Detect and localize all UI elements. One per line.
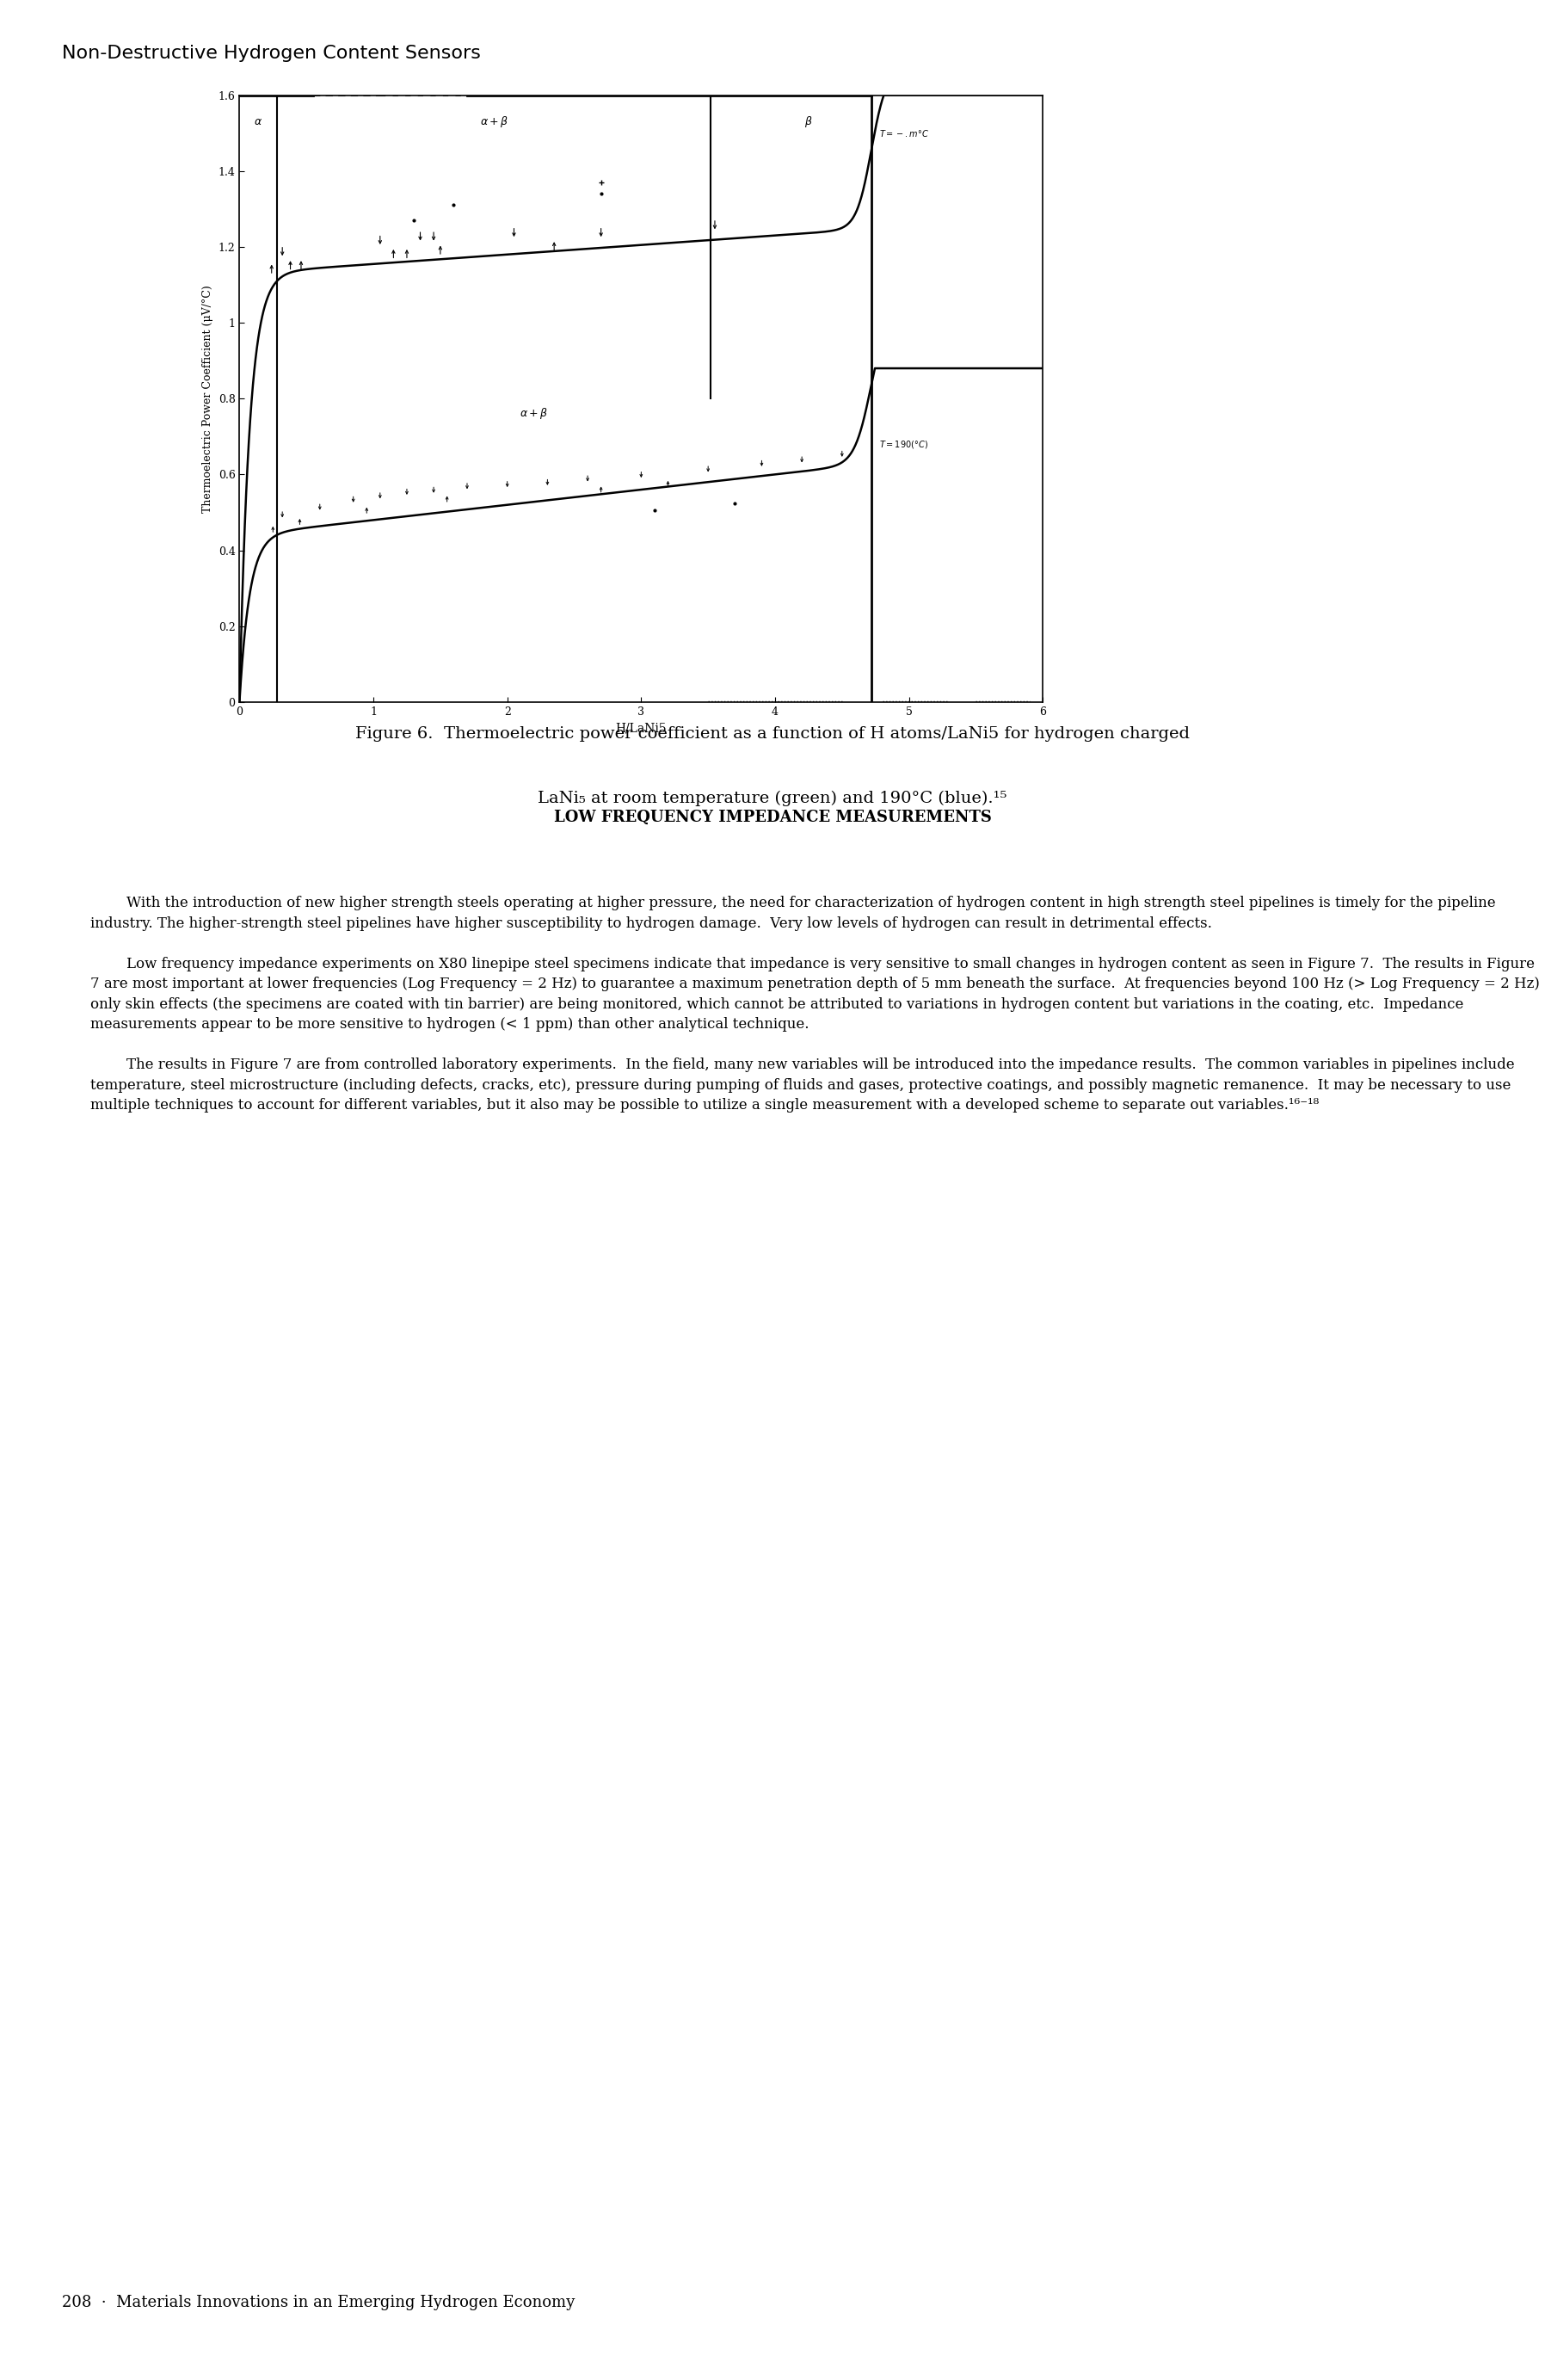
Y-axis label: Thermoelectric Power Coefficient (μV/°C): Thermoelectric Power Coefficient (μV/°C) [202, 286, 213, 512]
Text: LOW FREQUENCY IMPEDANCE MEASUREMENTS: LOW FREQUENCY IMPEDANCE MEASUREMENTS [553, 809, 992, 826]
Text: $\beta$: $\beta$ [805, 114, 813, 129]
Text: Figure 6.  Thermoelectric power coefficient as a function of H atoms/LaNi5 for h: Figure 6. Thermoelectric power coefficie… [355, 726, 1190, 743]
Text: $\alpha$: $\alpha$ [253, 117, 263, 129]
Text: With the introduction of new higher strength steels operating at higher pressure: With the introduction of new higher stre… [90, 876, 1540, 1114]
Text: 208  ·  Materials Innovations in an Emerging Hydrogen Economy: 208 · Materials Innovations in an Emergi… [62, 2294, 575, 2311]
Text: $T = -.m°C$: $T = -.m°C$ [879, 129, 930, 138]
X-axis label: H/LaNi5: H/LaNi5 [615, 721, 667, 735]
Text: Non-Destructive Hydrogen Content Sensors: Non-Destructive Hydrogen Content Sensors [62, 45, 480, 62]
Text: $\alpha+\beta$: $\alpha+\beta$ [479, 114, 508, 129]
Text: $\alpha+\beta$: $\alpha+\beta$ [519, 407, 548, 421]
Text: LaNi₅ at room temperature (green) and 190°C (blue).¹⁵: LaNi₅ at room temperature (green) and 19… [538, 790, 1007, 807]
Text: $T = 190 (°C)$: $T = 190 (°C)$ [879, 438, 929, 450]
